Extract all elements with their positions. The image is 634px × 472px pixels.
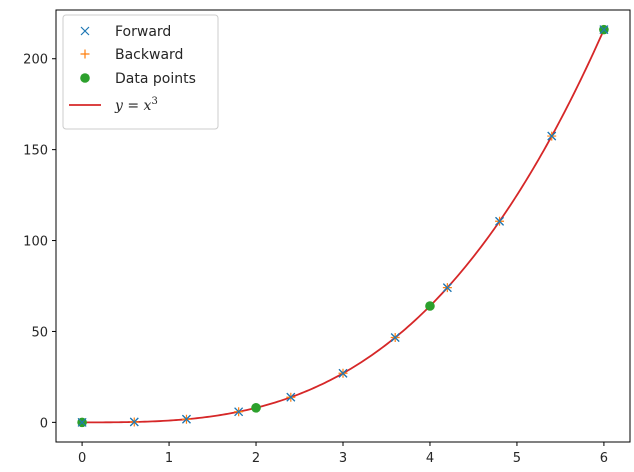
legend-label-superscript: 3: [151, 96, 157, 107]
legend-label-2: Data points: [115, 71, 196, 87]
forward-point-overlay-7: [442, 283, 452, 293]
legend-label-base: y = x: [114, 98, 152, 114]
legend: Forward Backward Data points y = x3: [62, 14, 219, 130]
y-tick-label-4: 200: [23, 53, 48, 68]
forward-point-overlay-5: [338, 368, 348, 378]
forward-point-overlay-3: [234, 407, 244, 417]
y-tick-label-3: 150: [23, 144, 48, 159]
x-tick-label-6: 6: [600, 451, 608, 466]
legend-label-3: y = x3: [114, 96, 158, 114]
legend-marker-forward: [80, 26, 90, 36]
legend-marker-backward: [80, 49, 90, 59]
y-tick-label-2: 100: [23, 235, 48, 250]
x-tick-label-1: 1: [165, 451, 173, 466]
x-tick-label-5: 5: [513, 451, 521, 466]
forward-point-overlay-10: [599, 25, 609, 35]
x-tick-label-2: 2: [252, 451, 260, 466]
y-tick-label-1: 50: [31, 325, 48, 340]
x-tick-label-3: 3: [339, 451, 347, 466]
forward-point-overlay-0: [77, 417, 87, 427]
legend-label-0: Forward: [115, 24, 171, 40]
forward-point-overlay-1: [129, 417, 139, 427]
x-tick-label-4: 4: [426, 451, 434, 466]
legend-marker-data-points: [80, 73, 90, 83]
forward-point-overlay-8: [495, 216, 504, 226]
legend-label-1: Backward: [115, 47, 183, 63]
x-tick-label-0: 0: [78, 451, 86, 466]
forward-point-overlay-6: [390, 333, 400, 342]
forward-point-overlay-2: [182, 414, 191, 424]
legend-box: [62, 14, 219, 130]
plot-area: [77, 24, 609, 428]
data-point-2: [425, 301, 435, 311]
axes: 0 1 2 3 4 5 6 0 50 100 150 200: [23, 9, 631, 466]
forward-point-overlay-9: [547, 131, 557, 141]
forward-point-overlay-4: [286, 392, 296, 402]
y-tick-label-0: 0: [40, 416, 48, 431]
data-point-1: [251, 403, 261, 413]
